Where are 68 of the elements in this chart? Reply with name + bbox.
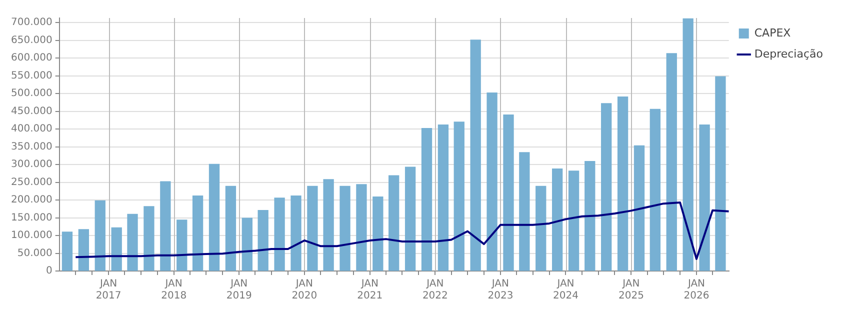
bar xyxy=(404,166,416,271)
y-tick-label: 650.000 xyxy=(10,34,52,46)
y-tick-label: 0 xyxy=(46,266,52,277)
y-tick-label: 700.000 xyxy=(10,17,52,28)
y-tick-label: 250.000 xyxy=(10,176,52,188)
bar xyxy=(584,161,596,271)
bar xyxy=(242,218,252,271)
bar xyxy=(699,124,710,271)
bar xyxy=(454,122,464,271)
bar xyxy=(225,186,236,271)
x-tick-label: JAN 2025 xyxy=(618,278,644,302)
bar xyxy=(144,206,154,271)
y-tick-label: 350.000 xyxy=(10,141,52,152)
bar xyxy=(340,186,350,271)
y-tick-label: 450.000 xyxy=(10,106,52,117)
bar xyxy=(176,220,188,271)
bar xyxy=(274,198,285,271)
bar xyxy=(519,152,530,271)
x-tick-label: JAN 2020 xyxy=(292,278,318,302)
bar xyxy=(356,184,367,271)
bar xyxy=(208,164,220,271)
bar xyxy=(634,145,645,271)
bar xyxy=(486,92,498,271)
bar xyxy=(127,214,138,271)
y-tick-label: 150.000 xyxy=(10,212,52,224)
bar xyxy=(94,200,106,271)
y-tick-label: 50.000 xyxy=(17,248,52,259)
x-tick-label: JAN 2018 xyxy=(161,278,187,302)
bar xyxy=(111,227,122,271)
bar xyxy=(503,114,514,271)
x-tick-label: JAN 2026 xyxy=(684,278,710,302)
y-tick-label: 600.000 xyxy=(10,52,52,64)
y-tick-label: 550.000 xyxy=(10,70,52,82)
y-tick-label: 200.000 xyxy=(10,194,52,206)
bar xyxy=(323,179,334,271)
bar xyxy=(421,128,432,271)
bar xyxy=(307,186,318,271)
bar xyxy=(388,175,400,271)
bar xyxy=(601,103,612,271)
bar xyxy=(78,229,90,271)
bar xyxy=(290,195,302,271)
bar xyxy=(715,76,726,271)
y-tick-label: 500.000 xyxy=(10,88,52,100)
bar xyxy=(666,53,677,271)
x-tick-label: JAN 2023 xyxy=(488,278,514,302)
bar xyxy=(650,108,661,271)
x-tick-label: JAN 2022 xyxy=(422,278,448,302)
bar xyxy=(372,196,384,271)
x-tick-label: JAN 2019 xyxy=(226,278,252,302)
bar xyxy=(160,181,171,271)
x-tick-label: JAN 2021 xyxy=(357,278,383,302)
bar xyxy=(470,40,481,271)
bar xyxy=(617,96,628,271)
legend-label: CAPEX xyxy=(754,26,792,40)
y-tick-label: 100.000 xyxy=(10,230,52,242)
bar xyxy=(682,18,694,271)
bar xyxy=(192,195,204,271)
bar xyxy=(62,232,73,271)
x-tick-label: JAN 2024 xyxy=(553,278,578,302)
bar xyxy=(568,170,580,271)
legend-label: Depreciação xyxy=(754,47,824,60)
bar xyxy=(258,210,268,271)
bar xyxy=(552,168,563,271)
y-tick-label: 300.000 xyxy=(10,159,52,170)
x-tick-label: JAN 2017 xyxy=(96,278,122,302)
y-tick-label: 400.000 xyxy=(10,124,52,135)
bar xyxy=(536,186,546,271)
bar xyxy=(438,124,449,271)
